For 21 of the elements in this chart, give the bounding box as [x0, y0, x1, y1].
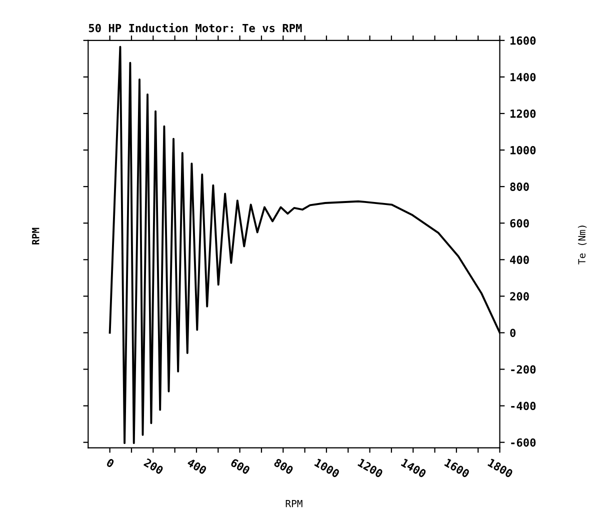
y-axis-title: Te (Nm) — [578, 226, 587, 264]
x-tick-label: 800 — [273, 458, 294, 475]
y-tick-label: 200 — [510, 292, 529, 301]
x-tick-label: 600 — [230, 458, 251, 475]
y-tick-label: 600 — [510, 219, 529, 228]
y-tick-label: 1400 — [510, 72, 536, 82]
text: RPM — [32, 228, 40, 244]
y-tick-label: 800 — [510, 182, 529, 191]
x-tick-label: 400 — [186, 458, 208, 475]
y-tick-label: 1600 — [510, 36, 536, 45]
x-axis-title: RPM — [286, 500, 302, 508]
y-tick-label: -600 — [511, 438, 536, 447]
y-tick-label: 400 — [510, 256, 529, 264]
x-tick-label: 200 — [143, 458, 164, 475]
chart-title: 50 HP Induction Motor: Te vs RPM — [88, 23, 302, 32]
x-tick-label: 0 — [106, 458, 115, 468]
y-tick-label: -200 — [511, 365, 536, 374]
y-tick-label: 1000 — [510, 146, 536, 154]
y-tick-label: 1200 — [510, 109, 536, 118]
y-tick-label: 0 — [510, 328, 516, 338]
y-tick-label: -400 — [511, 402, 536, 410]
